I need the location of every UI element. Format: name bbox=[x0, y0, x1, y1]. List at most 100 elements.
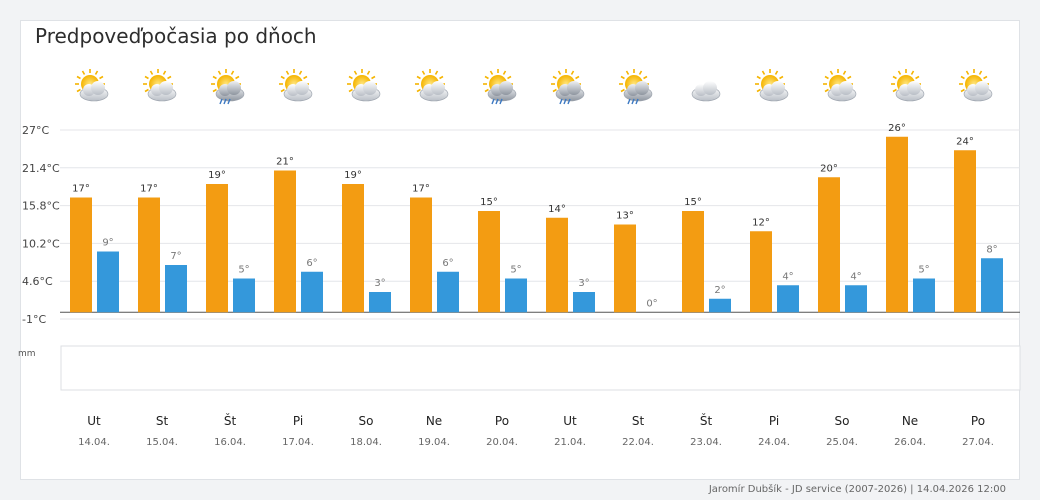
min-temp-label: 2° bbox=[714, 285, 725, 296]
min-temp-label: 3° bbox=[578, 278, 589, 289]
min-temp-label: 9° bbox=[102, 238, 113, 249]
min-temp-bar bbox=[97, 251, 119, 313]
min-temp-bar bbox=[777, 285, 799, 313]
max-temp-label: 19° bbox=[208, 170, 226, 181]
precipitation-panel bbox=[60, 345, 1021, 391]
max-temp-label: 24° bbox=[956, 136, 974, 147]
day-label: Št bbox=[224, 413, 237, 428]
partly-cloudy-icon bbox=[279, 69, 313, 102]
partly-cloudy-icon bbox=[959, 69, 993, 102]
date-label: 14.04. bbox=[78, 437, 110, 448]
min-temp-label: 6° bbox=[442, 258, 453, 269]
day-label: Ut bbox=[563, 414, 577, 428]
max-temp-bar bbox=[614, 224, 636, 313]
max-temp-bar bbox=[886, 136, 908, 313]
max-temp-bar bbox=[274, 170, 296, 313]
cloudy-icon bbox=[691, 81, 721, 102]
min-temp-bar bbox=[913, 278, 935, 313]
max-temp-label: 15° bbox=[480, 197, 498, 208]
max-temp-label: 20° bbox=[820, 163, 838, 174]
page-title: Predpoveďpočasia po dňoch bbox=[35, 24, 317, 48]
rain-cloud-icon bbox=[619, 69, 653, 105]
day-label: So bbox=[835, 414, 850, 428]
max-temp-bar bbox=[138, 197, 160, 313]
y-tick-label: -1°C bbox=[22, 313, 46, 326]
footer-credit: Jaromír Dubšík - JD service (2007-2026) … bbox=[708, 484, 1006, 495]
min-temp-label: 7° bbox=[170, 251, 181, 262]
date-label: 22.04. bbox=[622, 437, 654, 448]
min-temp-bar bbox=[981, 258, 1003, 313]
date-label: 17.04. bbox=[282, 437, 314, 448]
min-temp-bar bbox=[573, 292, 595, 313]
max-temp-bar bbox=[818, 177, 840, 313]
min-temp-label: 4° bbox=[782, 271, 793, 282]
max-temp-label: 17° bbox=[72, 184, 90, 195]
day-label: Po bbox=[495, 414, 509, 428]
max-temp-bar bbox=[206, 184, 228, 313]
partly-cloudy-icon bbox=[143, 69, 177, 102]
date-label: 21.04. bbox=[554, 437, 586, 448]
partly-cloudy-icon bbox=[415, 69, 449, 102]
date-label: 23.04. bbox=[690, 437, 722, 448]
rain-cloud-icon bbox=[211, 69, 245, 105]
min-temp-label: 5° bbox=[238, 265, 249, 276]
day-label: So bbox=[359, 414, 374, 428]
min-temp-bar bbox=[845, 285, 867, 313]
min-temp-bar bbox=[165, 265, 187, 313]
precip-unit-label: mm bbox=[18, 349, 36, 359]
max-temp-label: 17° bbox=[140, 184, 158, 195]
y-tick-label: 21.4°C bbox=[22, 162, 60, 175]
max-temp-label: 14° bbox=[548, 204, 566, 215]
day-label: Ne bbox=[902, 414, 918, 428]
day-label: Ne bbox=[426, 414, 442, 428]
max-temp-bar bbox=[546, 217, 568, 313]
rain-cloud-icon bbox=[483, 69, 517, 105]
max-temp-label: 26° bbox=[888, 123, 906, 134]
day-label: St bbox=[156, 414, 169, 428]
date-label: 20.04. bbox=[486, 437, 518, 448]
day-label: Po bbox=[971, 414, 985, 428]
max-temp-bar bbox=[478, 211, 500, 313]
partly-cloudy-icon bbox=[891, 69, 925, 102]
max-temp-bar bbox=[682, 211, 704, 313]
partly-cloudy-icon bbox=[755, 69, 789, 102]
min-temp-label: 6° bbox=[306, 258, 317, 269]
min-temp-label: 4° bbox=[850, 271, 861, 282]
date-label: 25.04. bbox=[826, 437, 858, 448]
max-temp-bar bbox=[410, 197, 432, 313]
min-temp-label: 8° bbox=[986, 244, 997, 255]
partly-cloudy-icon bbox=[823, 69, 857, 102]
date-label: 26.04. bbox=[894, 437, 926, 448]
max-temp-bar bbox=[954, 150, 976, 313]
min-temp-bar bbox=[233, 278, 255, 313]
max-temp-label: 21° bbox=[276, 157, 294, 168]
max-temp-label: 12° bbox=[752, 217, 770, 228]
max-temp-label: 19° bbox=[344, 170, 362, 181]
min-temp-label: 0° bbox=[646, 298, 657, 309]
day-label: Ut bbox=[87, 414, 101, 428]
partly-cloudy-icon bbox=[75, 69, 109, 102]
date-label: 18.04. bbox=[350, 437, 382, 448]
date-label: 15.04. bbox=[146, 437, 178, 448]
min-temp-bar bbox=[709, 298, 731, 313]
y-tick-label: 4.6°C bbox=[22, 275, 53, 288]
min-temp-bar bbox=[437, 271, 459, 313]
date-label: 19.04. bbox=[418, 437, 450, 448]
day-label: Št bbox=[700, 413, 713, 428]
day-label: Pi bbox=[293, 414, 303, 428]
date-label: 24.04. bbox=[758, 437, 790, 448]
partly-cloudy-icon bbox=[347, 69, 381, 102]
y-tick-label: 10.2°C bbox=[22, 237, 60, 250]
day-label: Pi bbox=[769, 414, 779, 428]
min-temp-bar bbox=[505, 278, 527, 313]
max-temp-label: 15° bbox=[684, 197, 702, 208]
min-temp-label: 5° bbox=[510, 265, 521, 276]
y-tick-label: 15.8°C bbox=[22, 200, 60, 213]
rain-cloud-icon bbox=[551, 69, 585, 105]
max-temp-label: 13° bbox=[616, 211, 634, 222]
min-temp-label: 5° bbox=[918, 265, 929, 276]
date-label: 27.04. bbox=[962, 437, 994, 448]
date-label: 16.04. bbox=[214, 437, 246, 448]
min-temp-bar bbox=[369, 292, 391, 313]
day-label: St bbox=[632, 414, 645, 428]
